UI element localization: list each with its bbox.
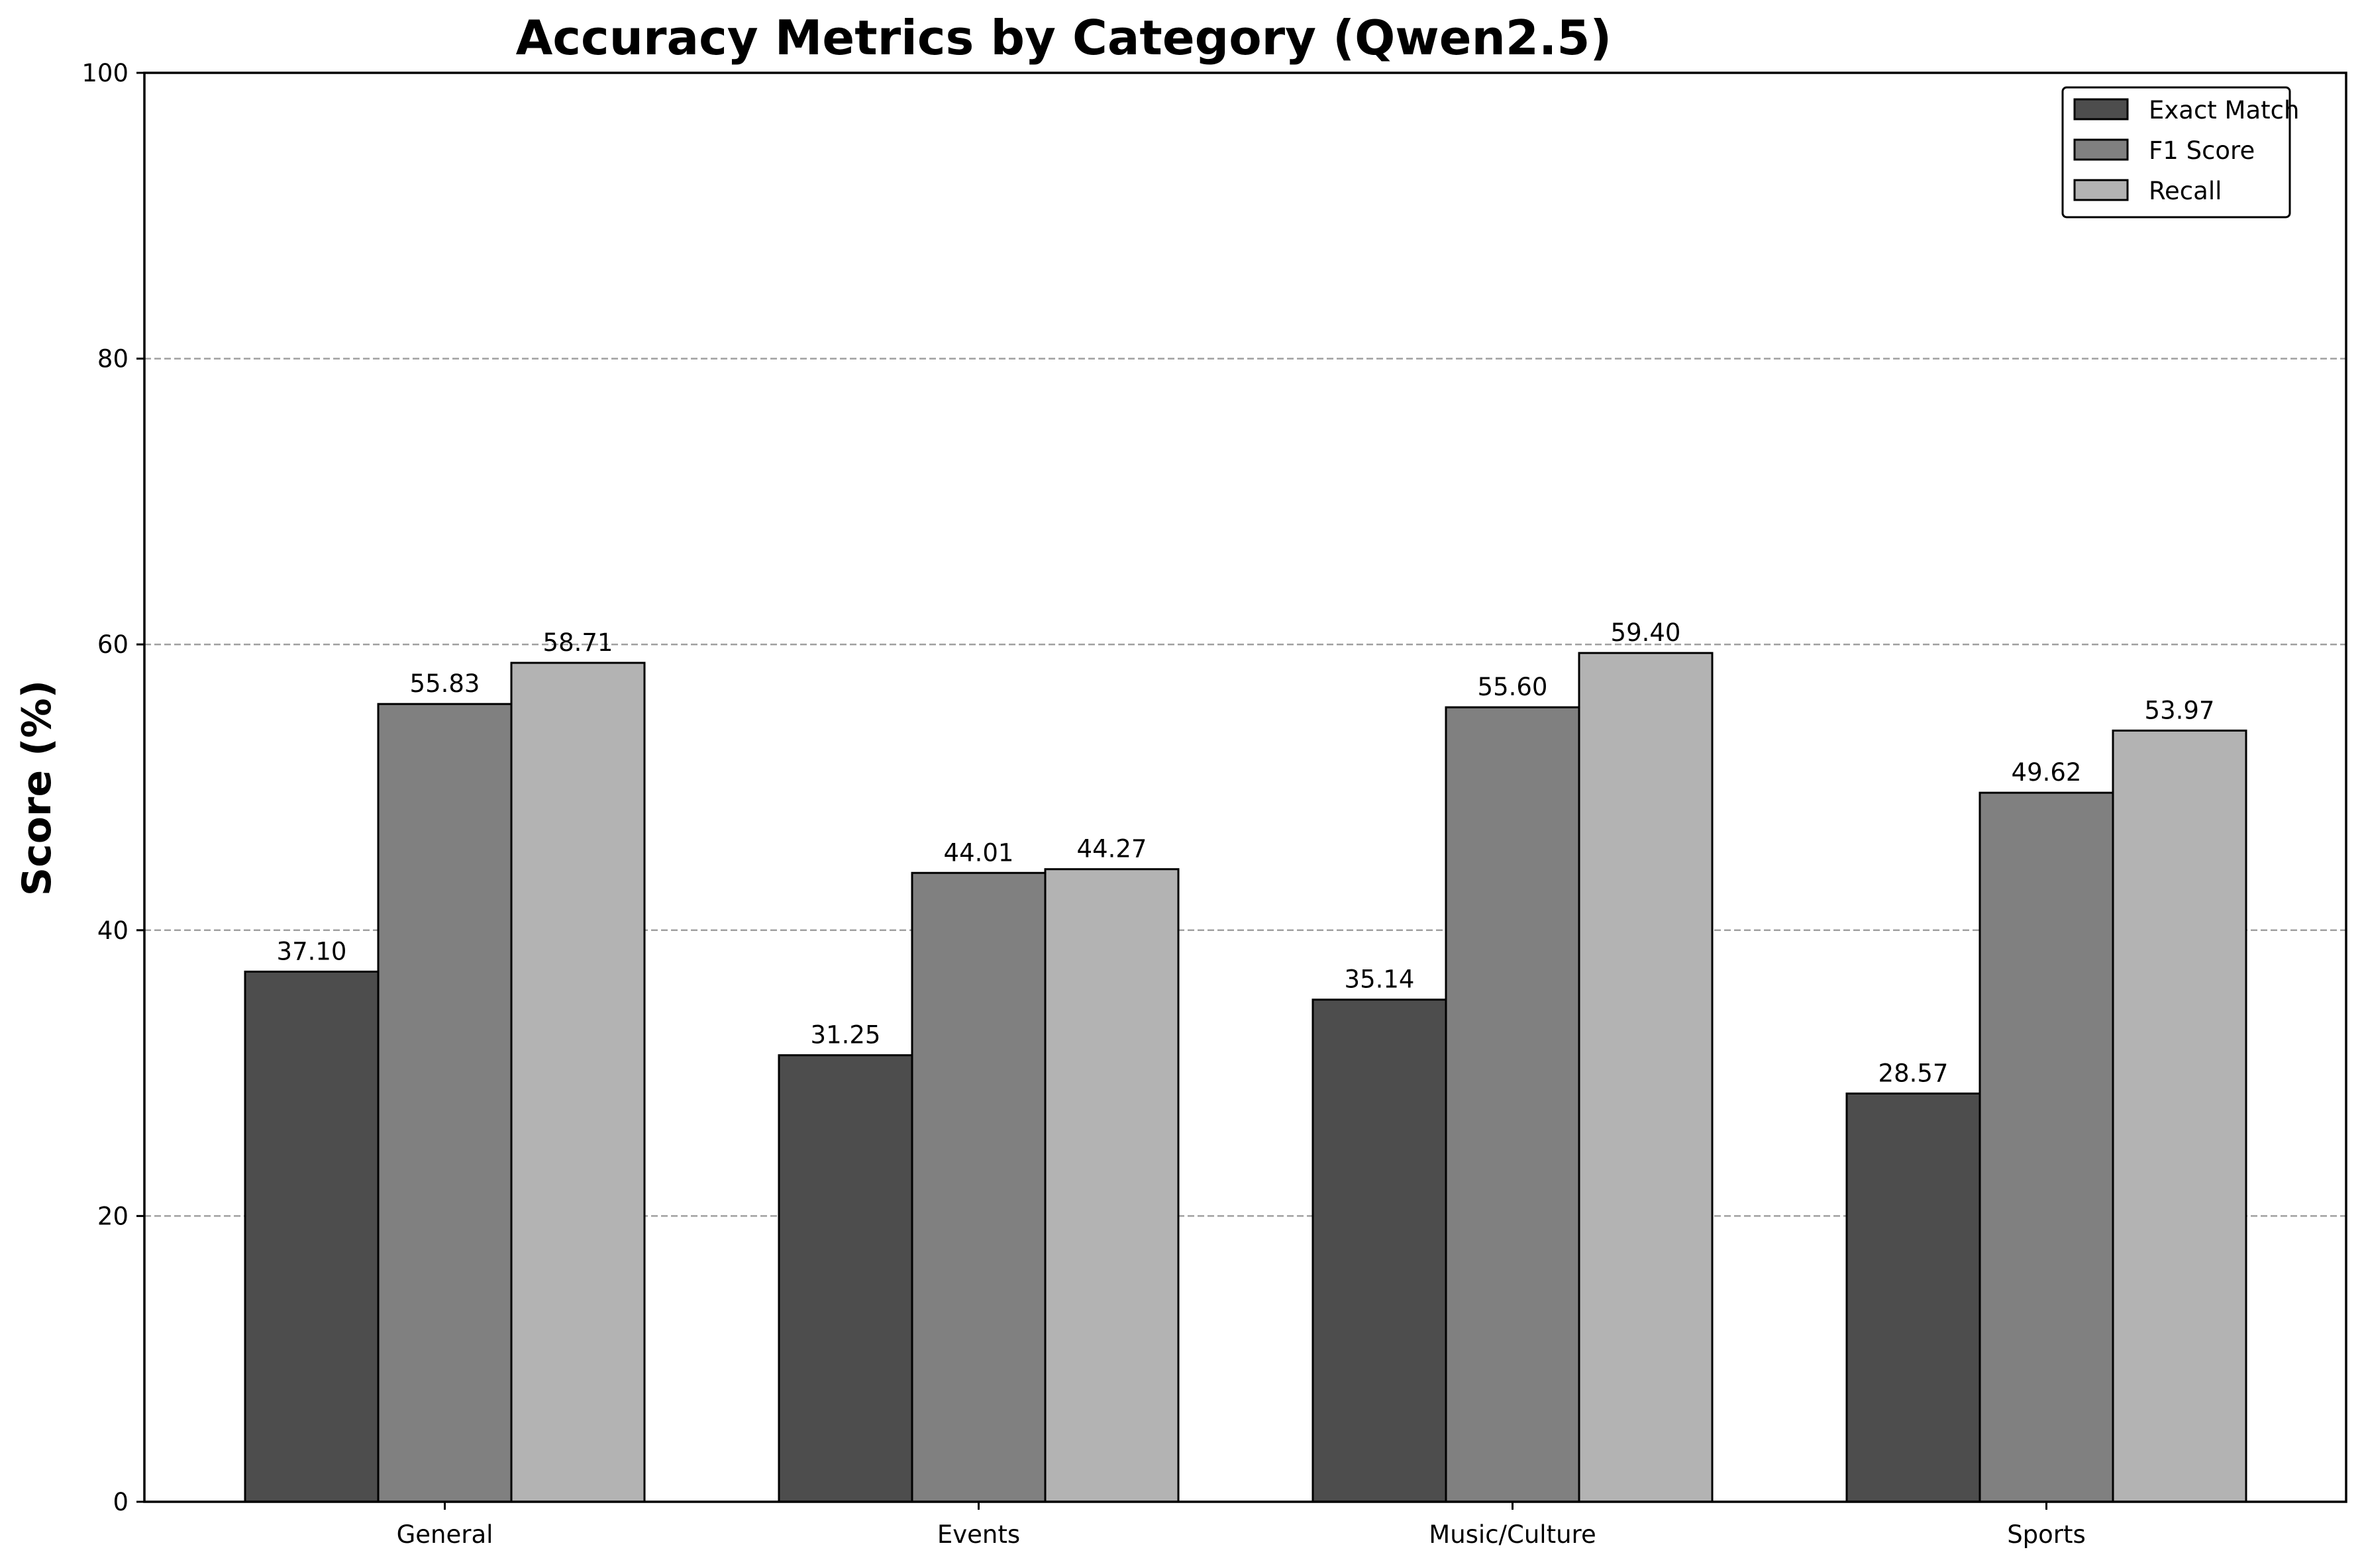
bar-exact-match xyxy=(244,970,380,1503)
bar-value-label: 44.27 xyxy=(1077,835,1147,863)
bar-exact-match xyxy=(778,1054,913,1503)
y-tick-label: 60 xyxy=(97,630,128,659)
bar-recall xyxy=(2112,729,2247,1503)
bar-f1-score xyxy=(1979,791,2114,1503)
bar-recall xyxy=(1578,652,1714,1503)
bar-value-label: 28.57 xyxy=(1878,1059,1949,1087)
bar-value-label: 58.71 xyxy=(543,628,613,657)
bar-value-label: 53.97 xyxy=(2145,696,2215,724)
legend-swatch xyxy=(2073,179,2129,201)
bar-value-label: 31.25 xyxy=(811,1021,881,1050)
legend-label: Recall xyxy=(2149,177,2222,205)
y-tick-label: 100 xyxy=(81,59,128,87)
bar-f1-score xyxy=(911,871,1047,1503)
x-tick-label: Events xyxy=(937,1520,1020,1549)
y-axis-label: Score (%) xyxy=(14,680,60,896)
legend-swatch xyxy=(2073,98,2129,121)
x-tick-label: Sports xyxy=(2007,1520,2086,1549)
legend-swatch xyxy=(2073,138,2129,161)
bar-value-label: 59.40 xyxy=(1611,618,1681,647)
bar-value-label: 35.14 xyxy=(1345,965,1415,994)
y-tick-label: 20 xyxy=(97,1202,128,1230)
chart-title: Accuracy Metrics by Category (Qwen2.5) xyxy=(516,10,1612,66)
legend-label: F1 Score xyxy=(2149,136,2255,165)
x-tick-label: General xyxy=(397,1520,493,1549)
legend-label: Exact Match xyxy=(2149,96,2299,124)
plot-frame xyxy=(143,72,2347,1503)
y-ticks: 0 20 40 60 80 100 xyxy=(81,59,144,1516)
y-tick-label: 80 xyxy=(97,345,128,373)
legend: Exact Match F1 Score Recall xyxy=(2061,86,2299,219)
value-labels: 37.10 55.83 58.71 31.25 44.01 44.27 35.14 55.60… xyxy=(277,618,2215,1087)
bar-recall xyxy=(1044,868,1180,1503)
bar-value-label: 55.83 xyxy=(410,669,480,698)
bar-value-label: 44.01 xyxy=(944,838,1014,867)
y-tick-label: 40 xyxy=(97,916,128,945)
bar-exact-match xyxy=(1845,1092,1981,1503)
bar-f1-score xyxy=(1445,706,1580,1503)
bar-value-label: 37.10 xyxy=(277,937,347,965)
y-tick-label: 0 xyxy=(113,1488,128,1516)
bar-value-label: 49.62 xyxy=(2012,758,2082,787)
x-ticks: General Events Music/Culture Sports xyxy=(397,1502,2086,1549)
bars xyxy=(244,652,2247,1503)
bar-value-label: 55.60 xyxy=(1478,673,1548,701)
x-tick-label: Music/Culture xyxy=(1429,1520,1596,1549)
axes xyxy=(143,72,2347,1503)
bar-f1-score xyxy=(377,703,513,1503)
bar-recall xyxy=(510,662,646,1503)
bar-exact-match xyxy=(1311,999,1447,1503)
